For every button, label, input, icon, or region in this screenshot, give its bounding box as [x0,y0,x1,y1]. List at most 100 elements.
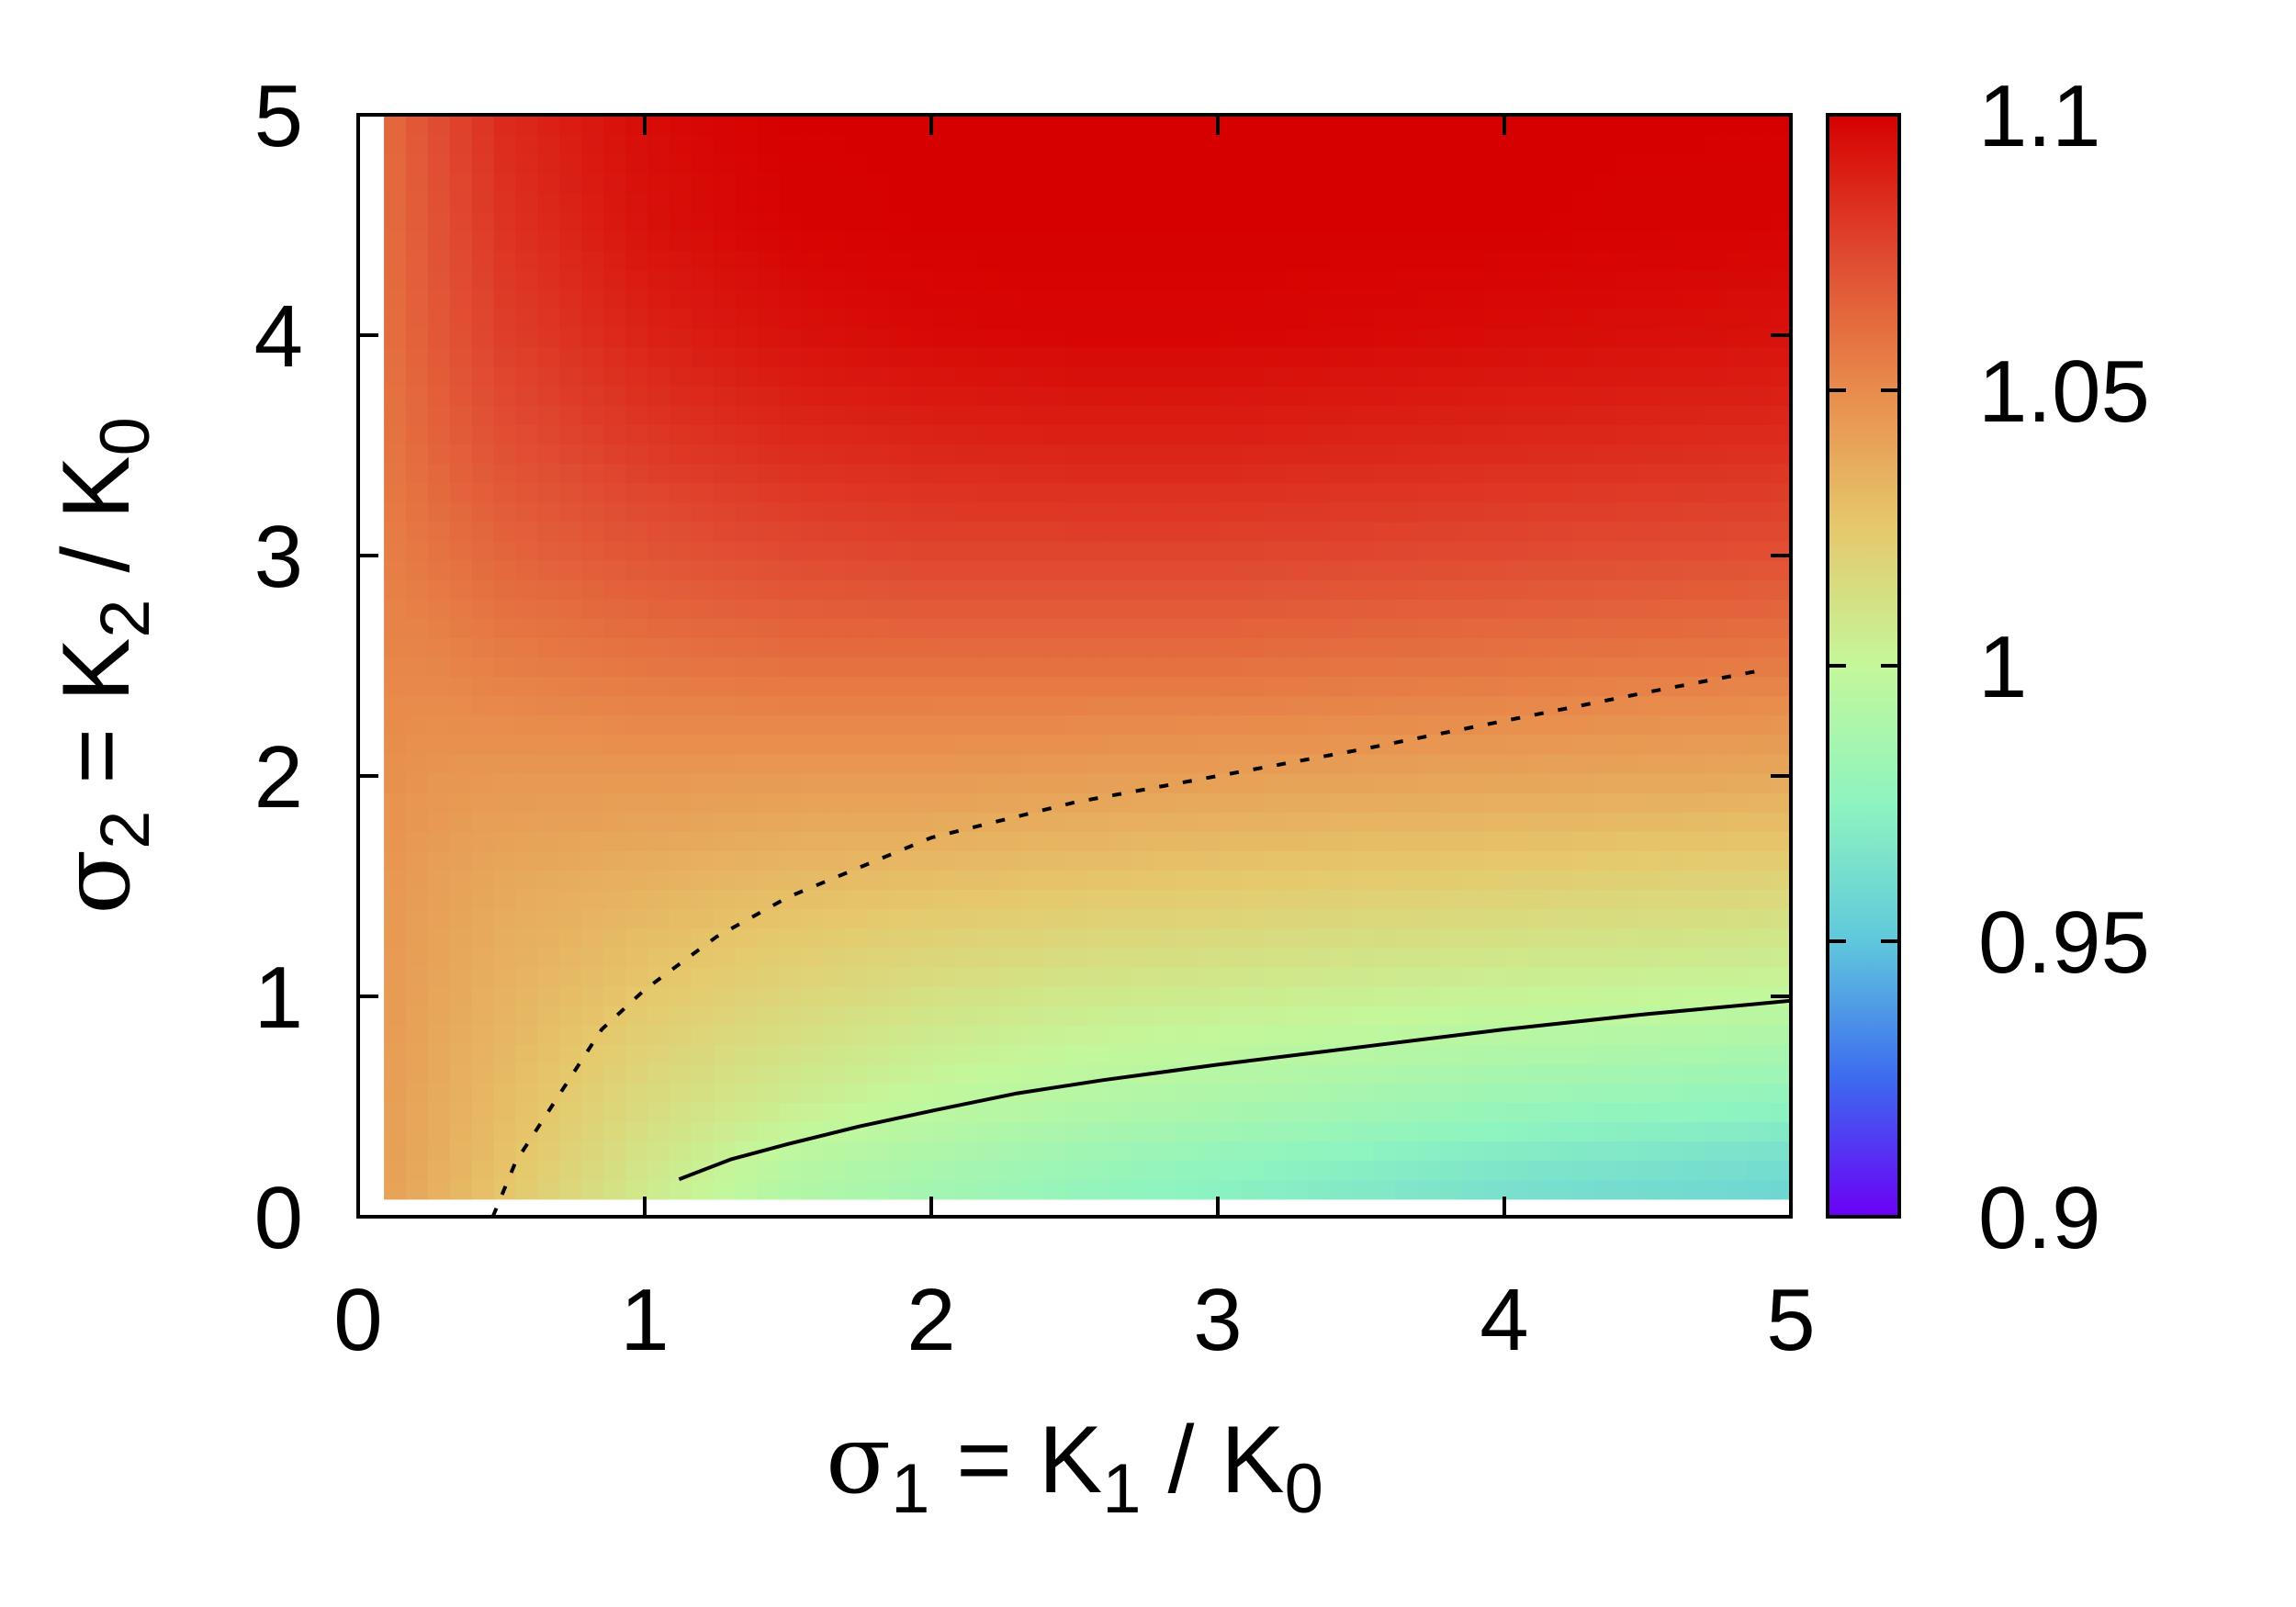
heatmap-cell [1219,540,1243,561]
heatmap-cell [1373,714,1396,736]
heatmap-cell [559,870,583,891]
heatmap-cell [559,1179,583,1200]
heatmap-cell [801,463,825,484]
heatmap-cell [559,676,583,697]
heatmap-cell [647,657,670,678]
heatmap-cell [801,424,825,445]
heatmap-cell [670,250,692,271]
heatmap-cell [801,192,825,213]
heatmap-cell [1285,424,1309,445]
heatmap-cell [1197,599,1221,619]
heatmap-cell [1681,908,1704,929]
heatmap-cell [692,559,715,580]
heatmap-cell [1395,153,1418,174]
heatmap-cell [670,366,692,387]
heatmap-cell [1747,579,1770,600]
heatmap-cell [1482,444,1506,465]
heatmap-cell [1593,269,1616,290]
heatmap-cell [449,1102,473,1123]
heatmap-cell [1417,1083,1440,1103]
heatmap-cell [977,831,1000,851]
heatmap-cell [515,308,539,329]
heatmap-cell [647,927,670,949]
heatmap-cell [736,966,759,987]
heatmap-cell [1395,599,1418,619]
heatmap-cell [1482,405,1506,425]
heatmap-cell [1087,211,1110,232]
heatmap-cell [1504,734,1528,755]
heatmap-cell [647,714,670,736]
heatmap-cell [1703,889,1726,910]
heatmap-cell [779,850,803,871]
heatmap-cell [1747,1044,1770,1064]
heatmap-cell [1175,599,1199,619]
heatmap-cell [736,444,759,465]
heatmap-cell [1329,792,1352,813]
heatmap-cell [867,579,891,600]
heatmap-cell [867,192,891,213]
heatmap-cell [427,734,451,755]
heatmap-cell [1725,386,1748,406]
heatmap-cell [1285,1025,1309,1045]
heatmap-cell [692,714,715,736]
heatmap-cell [1659,521,1682,542]
heatmap-cell [1417,173,1440,193]
heatmap-cell [1482,327,1506,348]
heatmap-cell [1219,579,1243,600]
heatmap-cell [692,753,715,774]
heatmap-cell [1109,540,1132,561]
heatmap-cell [449,192,473,213]
heatmap-cell [1681,482,1704,503]
heatmap-cell [1219,734,1243,755]
heatmap-cell [515,618,539,638]
heatmap-cell [823,1141,847,1162]
heatmap-cell [1570,308,1594,329]
heatmap-cell [845,366,869,387]
heatmap-cell [1285,1141,1309,1162]
heatmap-cell [1021,695,1044,716]
heatmap-cell [603,753,626,774]
heatmap-cell [1307,288,1330,309]
heatmap-cell [1681,714,1704,736]
heatmap-cell [1109,444,1132,465]
heatmap-cell [1065,288,1088,309]
heatmap-cell [1175,153,1199,174]
heatmap-cell [1329,405,1352,425]
heatmap-cell [1131,908,1154,929]
heatmap-cell [1548,1121,1572,1142]
heatmap-cell [1703,792,1726,813]
heatmap-cell [1395,1044,1418,1064]
heatmap-cell [1021,579,1044,600]
heatmap-cell [1637,230,1660,252]
heatmap-cell [1593,850,1616,871]
heatmap-cell [736,405,759,425]
heatmap-cell [1065,637,1088,657]
heatmap-cell [1526,501,1550,523]
heatmap-cell [625,192,648,213]
heatmap-cell [1593,424,1616,445]
heatmap-cell [1703,308,1726,329]
heatmap-cell [1285,288,1309,309]
heatmap-cell [736,521,759,542]
heatmap-cell [559,424,583,445]
heatmap-cell [493,927,517,949]
heatmap-cell [1307,985,1330,1006]
heatmap-cell [603,134,626,154]
heatmap-cell [1482,676,1506,697]
heatmap-cell [1526,1044,1550,1064]
heatmap-cell [823,753,847,774]
heatmap-cell [1417,521,1440,542]
heatmap-cell [1417,1160,1440,1181]
heatmap-cell [493,734,517,755]
heatmap-cell [1526,947,1550,968]
heatmap-cell [1526,424,1550,445]
heatmap-cell [1175,889,1199,910]
heatmap-cell [955,831,978,851]
heatmap-cell [889,1083,913,1103]
heatmap-cell [1681,618,1704,638]
heatmap-cell [845,618,869,638]
heatmap-cell [515,1141,539,1162]
heatmap-cell [406,405,429,425]
heatmap-cell [449,501,473,523]
heatmap-cell [1769,347,1792,367]
